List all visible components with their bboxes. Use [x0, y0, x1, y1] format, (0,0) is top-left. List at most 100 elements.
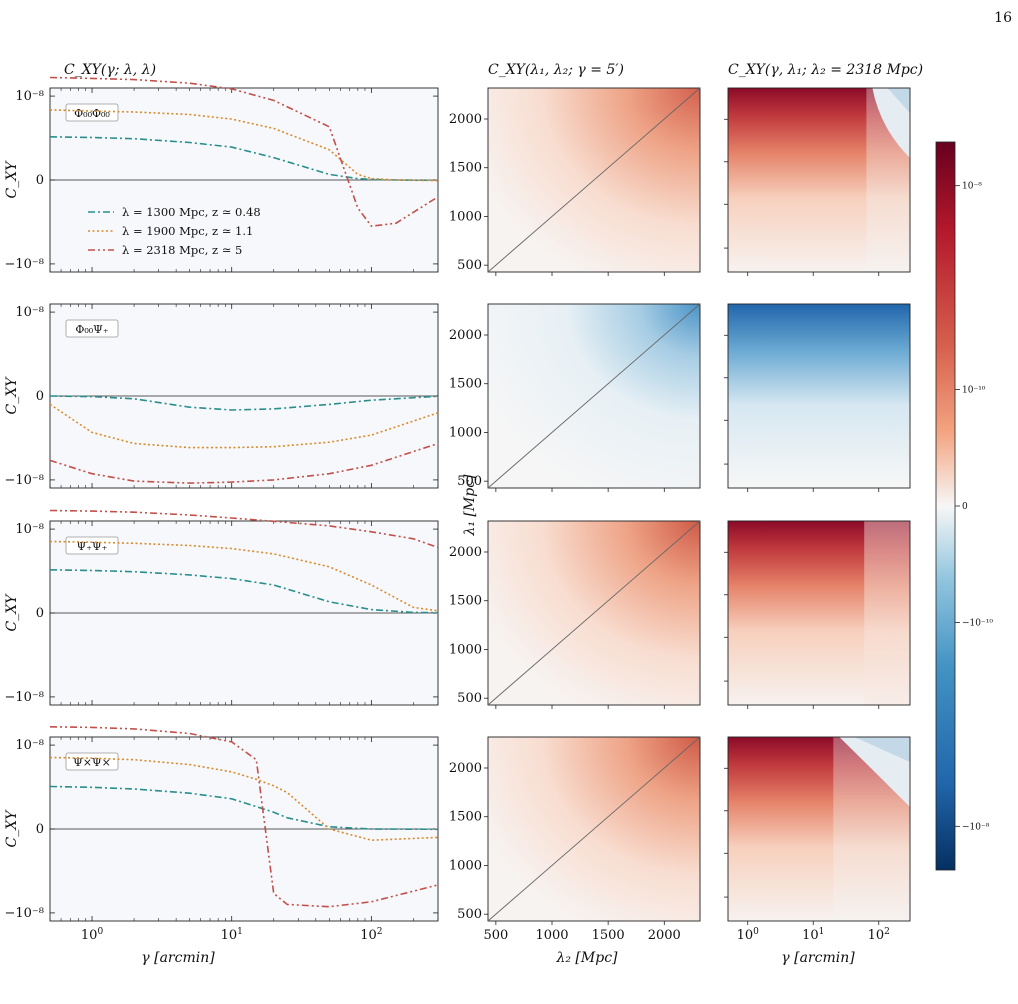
- panel-label: Φ₀₀Ψ₊: [75, 323, 108, 336]
- gamma-heatmap-1: [724, 87, 911, 276]
- legend-label: λ = 1900 Mpc, z ≃ 1.1: [122, 224, 253, 238]
- x-tick-label: 102: [868, 927, 890, 943]
- colorbar-gradient: [935, 141, 956, 871]
- x-tick-label: 1500: [592, 928, 625, 943]
- left-column-title: C_XY(γ; λ, λ): [64, 62, 156, 78]
- series-line-1: [49, 136, 439, 182]
- heatmap-frame: [727, 303, 911, 489]
- y-tick-label: 1000: [449, 209, 482, 224]
- y-tick-label: 0: [36, 606, 44, 621]
- y-tick-label: 500: [457, 907, 482, 922]
- left-y-axis-label: C_XY: [4, 160, 20, 199]
- series-line-3: [49, 509, 439, 549]
- y-tick-label: 0: [36, 389, 44, 404]
- page-number: 16: [994, 10, 1012, 26]
- y-tick-label: 500: [457, 691, 482, 706]
- x-tick-label: 100: [81, 927, 104, 943]
- series-line-3: [49, 76, 439, 228]
- y-tick-label: −10⁻⁸: [4, 473, 44, 488]
- line-panel-4: 10⁻⁸0−10⁻⁸C_XYΨ×Ψ×100 101 102: [4, 726, 439, 943]
- series-line-1: [49, 785, 439, 831]
- line-panel-1: 10⁻⁸ 0 −10⁻⁸ C_XY Φ₀₀Φ₀₀ λ = 1300 Mpc, z ≃ 0.…: [4, 76, 439, 273]
- y-tick-label: −10⁻⁸: [4, 906, 44, 921]
- x-tick-label: 500: [483, 928, 508, 943]
- y-tick-label: 10⁻⁸: [15, 305, 44, 320]
- y-tick-label: 0: [36, 173, 44, 188]
- panel-label: Ψ₊Ψ₊: [77, 540, 108, 553]
- lambda-heatmap-2: 500 1000 1500 2000: [449, 303, 701, 492]
- series-line-3: [49, 726, 439, 908]
- x-tick-label: 102: [360, 927, 382, 943]
- x-tick-label: 1000: [535, 928, 568, 943]
- negative-region-core: [887, 88, 910, 113]
- y-tick-label: 1000: [449, 425, 482, 440]
- y-tick-label: 1500: [449, 377, 482, 392]
- heatmap-image: [728, 521, 910, 705]
- y-tick-label: −10⁻⁸: [4, 690, 44, 705]
- legend-label: λ = 2318 Mpc, z ≃ 5: [122, 243, 242, 257]
- series-line-2: [49, 403, 439, 449]
- left-y-axis-label: C_XY: [4, 593, 20, 632]
- y-tick-label: 500: [457, 474, 482, 489]
- x-tick-label: 101: [221, 927, 243, 943]
- y-tick-label: 1000: [449, 642, 482, 657]
- negative-region-core: [854, 737, 910, 762]
- negative-region: [839, 737, 910, 807]
- colorbar-tick-label: 10⁻⁸: [962, 182, 982, 192]
- series-line-1: [49, 569, 439, 614]
- heatmap-frame: [727, 87, 911, 273]
- panel-label-box: [65, 103, 119, 122]
- y-tick-label: 2000: [449, 545, 482, 560]
- series-line-2: [49, 756, 439, 842]
- heatmap-frame: [727, 520, 911, 706]
- y-tick-label: −10⁻⁸: [4, 257, 44, 272]
- panel-label-box: [65, 319, 119, 338]
- x-tick-label: 100: [737, 927, 760, 943]
- series-line-2: [49, 109, 439, 182]
- y-tick-label: 10⁻⁸: [15, 89, 44, 104]
- heatmap-frame: [727, 736, 911, 922]
- y-tick-label: 2000: [449, 761, 482, 776]
- series-line-1: [49, 395, 439, 411]
- colorbar-tick-label: 0: [962, 502, 968, 512]
- right-x-axis-label: γ [arcmin]: [781, 950, 855, 966]
- series-line-2: [49, 540, 439, 612]
- lambda-heatmap-panels: 500 1000 1500 2000 500 1000 1500 2000 500 1000 150…: [449, 87, 701, 943]
- middle-x-axis-label: λ₂ [Mpc]: [556, 950, 619, 966]
- y-tick-label: 10⁻⁸: [15, 522, 44, 537]
- line-panels: 10⁻⁸ 0 −10⁻⁸ C_XY Φ₀₀Φ₀₀ λ = 1300 Mpc, z ≃ 0.…: [4, 76, 439, 943]
- y-tick-label: 1000: [449, 858, 482, 873]
- left-y-axis-label: C_XY: [4, 809, 20, 848]
- gamma-heatmap-3: [724, 520, 911, 709]
- series-line-3: [49, 442, 439, 484]
- left-y-axis-label: C_XY: [4, 376, 20, 415]
- legend-label: λ = 1300 Mpc, z ≃ 0.48: [122, 205, 261, 219]
- diagonal-line: [487, 736, 701, 922]
- x-tick-label: 2000: [648, 928, 681, 943]
- colorbar: 10⁻⁸ 10⁻¹⁰ 0 −10⁻¹⁰ −10⁻⁸: [935, 141, 993, 871]
- right-column-title: C_XY(γ, λ₁; λ₂ = 2318 Mpc): [728, 62, 923, 78]
- y-tick-label: 0: [36, 822, 44, 837]
- heatmap-image: [728, 88, 910, 272]
- middle-column-title: C_XY(λ₁, λ₂; γ = 5′): [488, 62, 624, 78]
- panel-label: Φ₀₀Φ₀₀: [74, 107, 110, 120]
- colorbar-tick-label: −10⁻⁸: [962, 822, 990, 832]
- lambda-heatmap-1: 500 1000 1500 2000: [449, 87, 701, 276]
- gamma-heatmap-2: [724, 303, 911, 492]
- negative-region: [872, 88, 910, 158]
- colorbar-tick-label: 10⁻¹⁰: [962, 386, 986, 396]
- y-tick-label: 1500: [449, 594, 482, 609]
- diagonal-line: [487, 87, 701, 273]
- x-tick-label: 101: [802, 927, 824, 943]
- y-tick-label: 2000: [449, 112, 482, 127]
- heatmap-image: [728, 304, 910, 488]
- y-tick-label: 1500: [449, 810, 482, 825]
- lambda-heatmap-3: 500 1000 1500 2000: [449, 520, 701, 709]
- diagonal-line: [487, 520, 701, 706]
- line-panel-3: 10⁻⁸ 0 −10⁻⁸ C_XY Ψ₊Ψ₊: [4, 509, 439, 706]
- fade-overlay: [864, 521, 910, 705]
- middle-y-axis-label: λ₁ [Mpc]: [462, 474, 478, 537]
- line-panel-2: 10⁻⁸ 0 −10⁻⁸ C_XY Φ₀₀Ψ₊: [4, 303, 439, 489]
